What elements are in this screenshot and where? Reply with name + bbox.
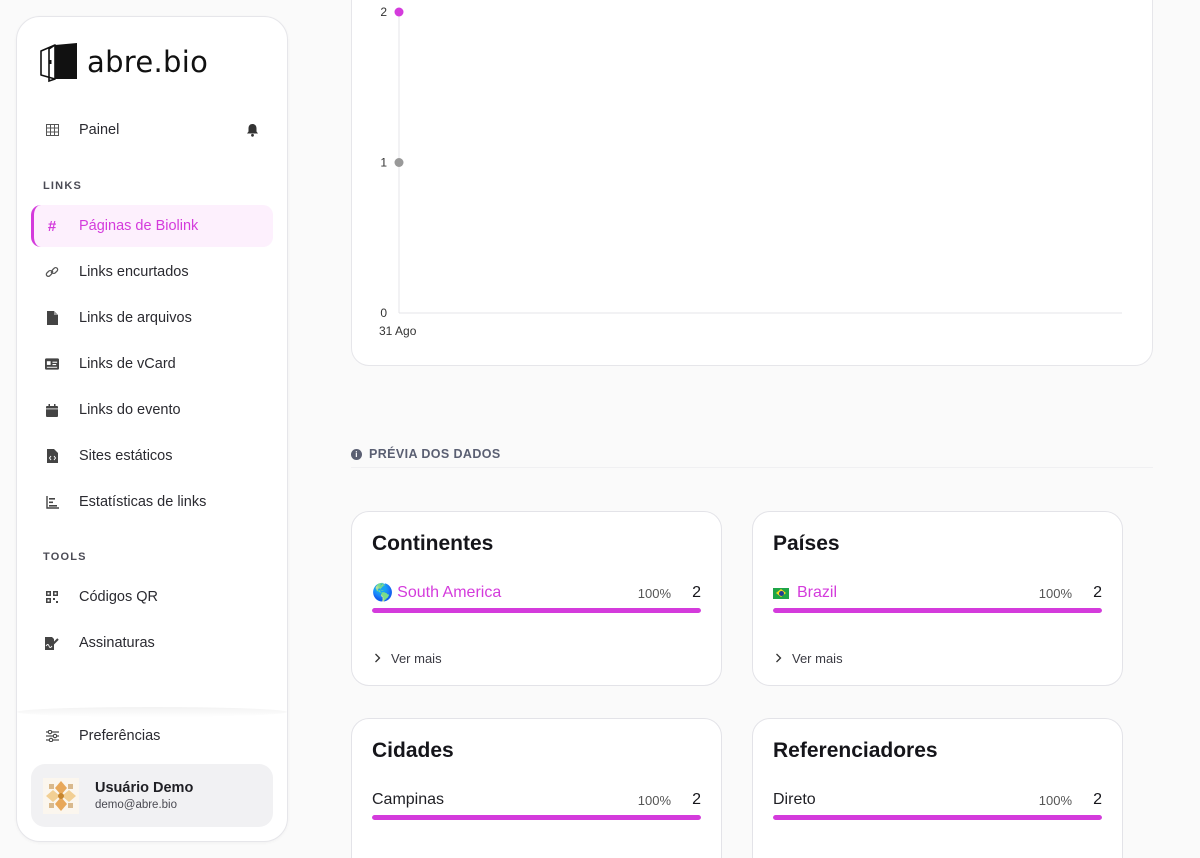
section-label-links: LINKS [43, 180, 82, 192]
sidebar-item-label: Estatísticas de links [79, 494, 207, 510]
calendar-icon [45, 403, 59, 417]
sidebar-item-event-links[interactable]: Links do evento [31, 389, 273, 431]
progress-bar-fill [372, 815, 701, 820]
stat-name: South America [397, 584, 502, 601]
file-icon [45, 311, 59, 325]
sidebar-item-label: Links encurtados [79, 264, 189, 280]
hash-icon: # [47, 217, 57, 235]
sidebar-divider [17, 707, 287, 717]
chevron-right-icon [775, 652, 782, 666]
stat-name: Direto [773, 791, 816, 808]
sidebar-item-label: Páginas de Biolink [79, 218, 199, 234]
sidebar-item-biolink-pages[interactable]: # Páginas de Biolink [31, 205, 273, 247]
stat-row: Direto 100% 2 [773, 789, 1102, 811]
progress-bar [372, 815, 701, 820]
stat-count: 2 [692, 791, 701, 808]
sidebar-item-label: Painel [79, 122, 120, 138]
id-card-icon [45, 357, 59, 371]
divider [351, 467, 1153, 468]
y-tick-label: 2 [380, 5, 387, 19]
sidebar-item-vcard-links[interactable]: Links de vCard [31, 343, 273, 385]
stat-count: 2 [1093, 791, 1102, 808]
progress-bar-fill [372, 608, 701, 613]
link-icon [45, 265, 59, 279]
brand-logo[interactable]: abre.bio [39, 41, 208, 83]
user-card[interactable]: Usuário Demo demo@abre.bio [31, 764, 273, 827]
progress-bar-fill [773, 608, 1102, 613]
sidebar-item-label: Assinaturas [79, 635, 155, 651]
sliders-icon [45, 729, 59, 743]
sidebar-item-preferences[interactable]: Preferências [31, 715, 273, 757]
line-chart: 0 1 2 31 Ago [379, 5, 1122, 338]
y-tick-label: 0 [380, 306, 387, 320]
data-preview-heading: i PRÉVIA DOS DADOS [351, 447, 501, 461]
stat-name: Brazil [797, 584, 838, 601]
sidebar-item-short-links[interactable]: Links encurtados [31, 251, 273, 293]
globe-icon: 🌎 [372, 583, 394, 602]
stat-count: 2 [692, 584, 701, 601]
sidebar-item-signatures[interactable]: Assinaturas [31, 622, 273, 664]
sidebar-item-label: Sites estáticos [79, 448, 173, 464]
referrers-card: Referenciadores Direto 100% 2 [752, 718, 1123, 858]
progress-bar-fill [773, 815, 1102, 820]
stat-percent: 100% [1038, 792, 1072, 808]
avatar [43, 777, 79, 814]
card-title: Referenciadores [773, 739, 938, 762]
progress-bar [773, 815, 1102, 820]
data-preview-label: PRÉVIA DOS DADOS [369, 447, 501, 461]
progress-bar [773, 608, 1102, 613]
x-tick-label: 31 Ago [379, 324, 417, 338]
sidebar-item-label: Links do evento [79, 402, 181, 418]
sidebar-item-qr-codes[interactable]: Códigos QR [31, 576, 273, 618]
stat-link[interactable]: Brazil [773, 584, 837, 602]
section-label-tools: TOOLS [43, 551, 87, 563]
bell-icon[interactable] [246, 123, 259, 141]
stat-link[interactable]: 🌎 South America [372, 583, 501, 603]
brand-name: abre.bio [87, 45, 209, 79]
user-email: demo@abre.bio [95, 799, 177, 811]
data-point [394, 7, 404, 17]
sidebar-item-file-links[interactable]: Links de arquivos [31, 297, 273, 339]
chevron-right-icon [374, 652, 381, 666]
data-point [394, 158, 404, 167]
logo-icon [40, 43, 77, 83]
y-tick-label: 1 [380, 156, 387, 170]
countries-card: Países Brazil 100% 2 Ver mais [752, 511, 1123, 686]
brazil-flag-icon [773, 587, 789, 599]
file-code-icon [45, 449, 59, 463]
sidebar-item-painel[interactable]: Painel [31, 109, 273, 151]
stat-name: Campinas [372, 791, 445, 808]
sidebar-item-static-sites[interactable]: Sites estáticos [31, 435, 273, 477]
sidebar-item-label: Links de vCard [79, 356, 176, 372]
card-title: Continentes [372, 532, 494, 555]
sidebar-item-label: Códigos QR [79, 589, 158, 605]
stat-percent: 100% [637, 792, 671, 808]
info-icon: i [351, 448, 362, 460]
grid-icon [45, 123, 59, 137]
cities-card: Cidades Campinas 100% 2 [351, 718, 722, 858]
stat-percent: 100% [637, 585, 671, 601]
stats-chart-card: 0 1 2 31 Ago [351, 0, 1153, 366]
bar-chart-icon [45, 495, 59, 509]
stat-row: Brazil 100% 2 [773, 582, 1102, 604]
stat-row: Campinas 100% 2 [372, 789, 701, 811]
stat-percent: 100% [1038, 585, 1072, 601]
card-title: Cidades [372, 739, 454, 762]
card-title: Países [773, 532, 840, 555]
signature-icon [45, 636, 59, 650]
sidebar-item-label: Links de arquivos [79, 310, 192, 326]
sidebar-item-label: Preferências [79, 728, 161, 744]
sidebar-item-link-stats[interactable]: Estatísticas de links [31, 481, 273, 523]
stat-count: 2 [1093, 584, 1102, 601]
see-more-link[interactable]: Ver mais [775, 651, 843, 666]
progress-bar [372, 608, 701, 613]
stat-row: 🌎 South America 100% 2 [372, 582, 701, 604]
sidebar: abre.bio Painel LINKS # Páginas de Bioli… [16, 16, 288, 842]
see-more-link[interactable]: Ver mais [374, 651, 442, 666]
see-more-label: Ver mais [391, 651, 442, 666]
user-name: Usuário Demo [95, 780, 194, 796]
qrcode-icon [45, 590, 59, 604]
see-more-label: Ver mais [792, 651, 843, 666]
continents-card: Continentes 🌎 South America 100% 2 Ver m… [351, 511, 722, 686]
